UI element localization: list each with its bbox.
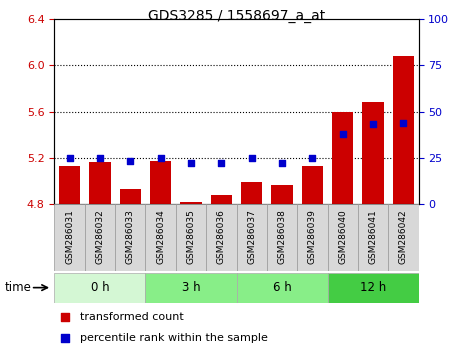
Bar [115,204,146,271]
Text: 12 h: 12 h [360,281,386,294]
Text: GSM286040: GSM286040 [338,209,347,264]
Bar [236,204,267,271]
Text: GSM286035: GSM286035 [186,209,195,264]
Bar [206,204,236,271]
Bar [54,204,85,271]
Bar [362,102,384,204]
Bar [358,204,388,271]
Text: time: time [5,281,32,294]
Text: percentile rank within the sample: percentile rank within the sample [80,332,268,343]
Text: GSM286031: GSM286031 [65,209,74,264]
Point [308,155,316,160]
Point [369,121,377,127]
Point [66,155,73,160]
Bar [145,204,176,271]
Text: 0 h: 0 h [91,281,109,294]
Point [339,131,347,136]
Point [400,120,407,125]
Bar [241,182,263,204]
Point [61,314,69,320]
Point [126,158,134,164]
Point [96,155,104,160]
Bar [393,56,414,204]
Text: GSM286036: GSM286036 [217,209,226,264]
Bar [59,166,80,204]
Bar [272,185,293,204]
Bar [180,202,201,204]
Bar [297,204,327,271]
Text: GSM286041: GSM286041 [368,209,377,264]
Text: GSM286033: GSM286033 [126,209,135,264]
Text: GSM286032: GSM286032 [96,209,105,264]
Bar [54,273,146,303]
Text: GDS3285 / 1558697_a_at: GDS3285 / 1558697_a_at [148,9,325,23]
Text: GSM286042: GSM286042 [399,209,408,264]
Bar [327,204,358,271]
Bar [176,204,206,271]
Text: 6 h: 6 h [272,281,291,294]
Bar [327,273,419,303]
Point [218,160,225,166]
Bar [89,162,111,204]
Text: GSM286039: GSM286039 [308,209,317,264]
Point [278,160,286,166]
Point [157,155,165,160]
Text: transformed count: transformed count [80,312,184,322]
Bar [145,273,236,303]
Bar [210,195,232,204]
Bar [236,273,327,303]
Point [61,335,69,341]
Text: GSM286038: GSM286038 [278,209,287,264]
Text: GSM286037: GSM286037 [247,209,256,264]
Text: GSM286034: GSM286034 [156,209,165,264]
Text: 3 h: 3 h [182,281,200,294]
Bar [267,204,297,271]
Point [187,160,195,166]
Bar [302,166,323,204]
Bar [388,204,419,271]
Point [248,155,255,160]
Bar [332,112,353,204]
Bar [150,161,171,204]
Bar [120,189,141,204]
Bar [85,204,115,271]
